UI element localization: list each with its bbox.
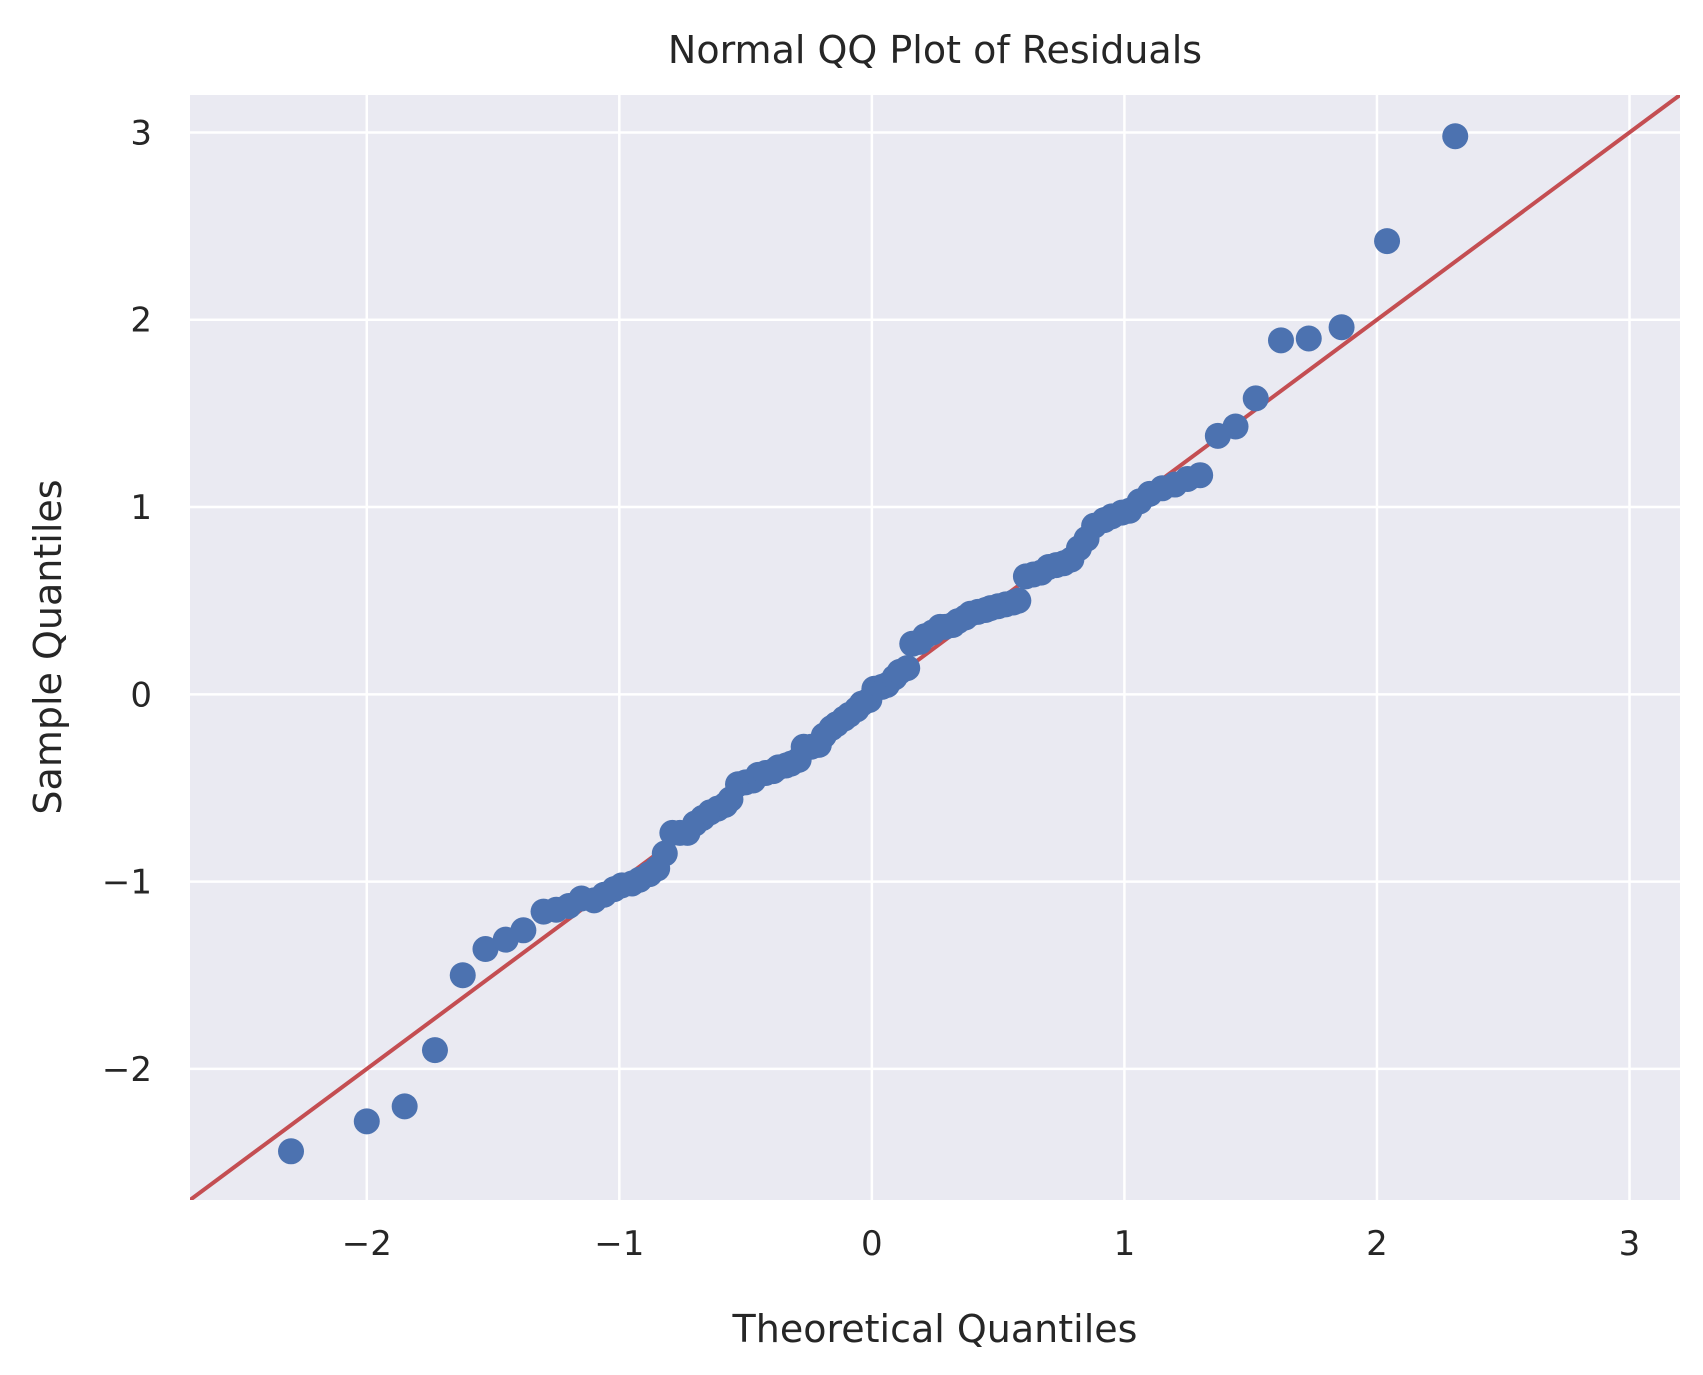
y-tick-label: −2 xyxy=(102,1050,152,1090)
data-point xyxy=(391,1093,418,1120)
data-point xyxy=(421,1037,448,1064)
data-point xyxy=(1005,587,1032,614)
data-point xyxy=(894,655,921,682)
x-axis-label: Theoretical Quantiles xyxy=(732,1307,1138,1351)
data-point xyxy=(510,917,537,944)
grid-lines xyxy=(190,95,1680,1200)
data-point xyxy=(1242,385,1269,412)
chart-title: Normal QQ Plot of Residuals xyxy=(668,28,1202,72)
data-point xyxy=(1222,413,1249,440)
data-point xyxy=(472,936,499,963)
tick-labels: −2 −1 0 1 2 3 −2 −1 0 1 2 3 xyxy=(102,113,1640,1264)
data-point xyxy=(651,840,678,867)
data-points xyxy=(278,123,1469,1165)
x-tick-label: −2 xyxy=(342,1224,392,1264)
data-point xyxy=(449,962,476,989)
y-tick-label: 0 xyxy=(130,675,152,715)
y-axis-label: Sample Quantiles xyxy=(26,479,70,814)
x-tick-label: 1 xyxy=(1114,1224,1136,1264)
data-point xyxy=(1328,314,1355,341)
data-point xyxy=(353,1108,380,1135)
y-tick-label: 3 xyxy=(130,113,152,153)
y-tick-label: 2 xyxy=(130,301,152,341)
x-tick-label: 0 xyxy=(861,1224,883,1264)
data-point xyxy=(278,1138,305,1165)
data-point xyxy=(1187,462,1214,489)
data-point xyxy=(1442,123,1469,150)
data-point xyxy=(1374,228,1401,255)
x-tick-label: −1 xyxy=(594,1224,644,1264)
x-tick-label: 2 xyxy=(1366,1224,1388,1264)
data-point xyxy=(1295,325,1322,352)
y-tick-label: −1 xyxy=(102,863,152,903)
data-point xyxy=(1267,327,1294,354)
x-tick-label: 3 xyxy=(1619,1224,1641,1264)
y-tick-label: 1 xyxy=(130,488,152,528)
